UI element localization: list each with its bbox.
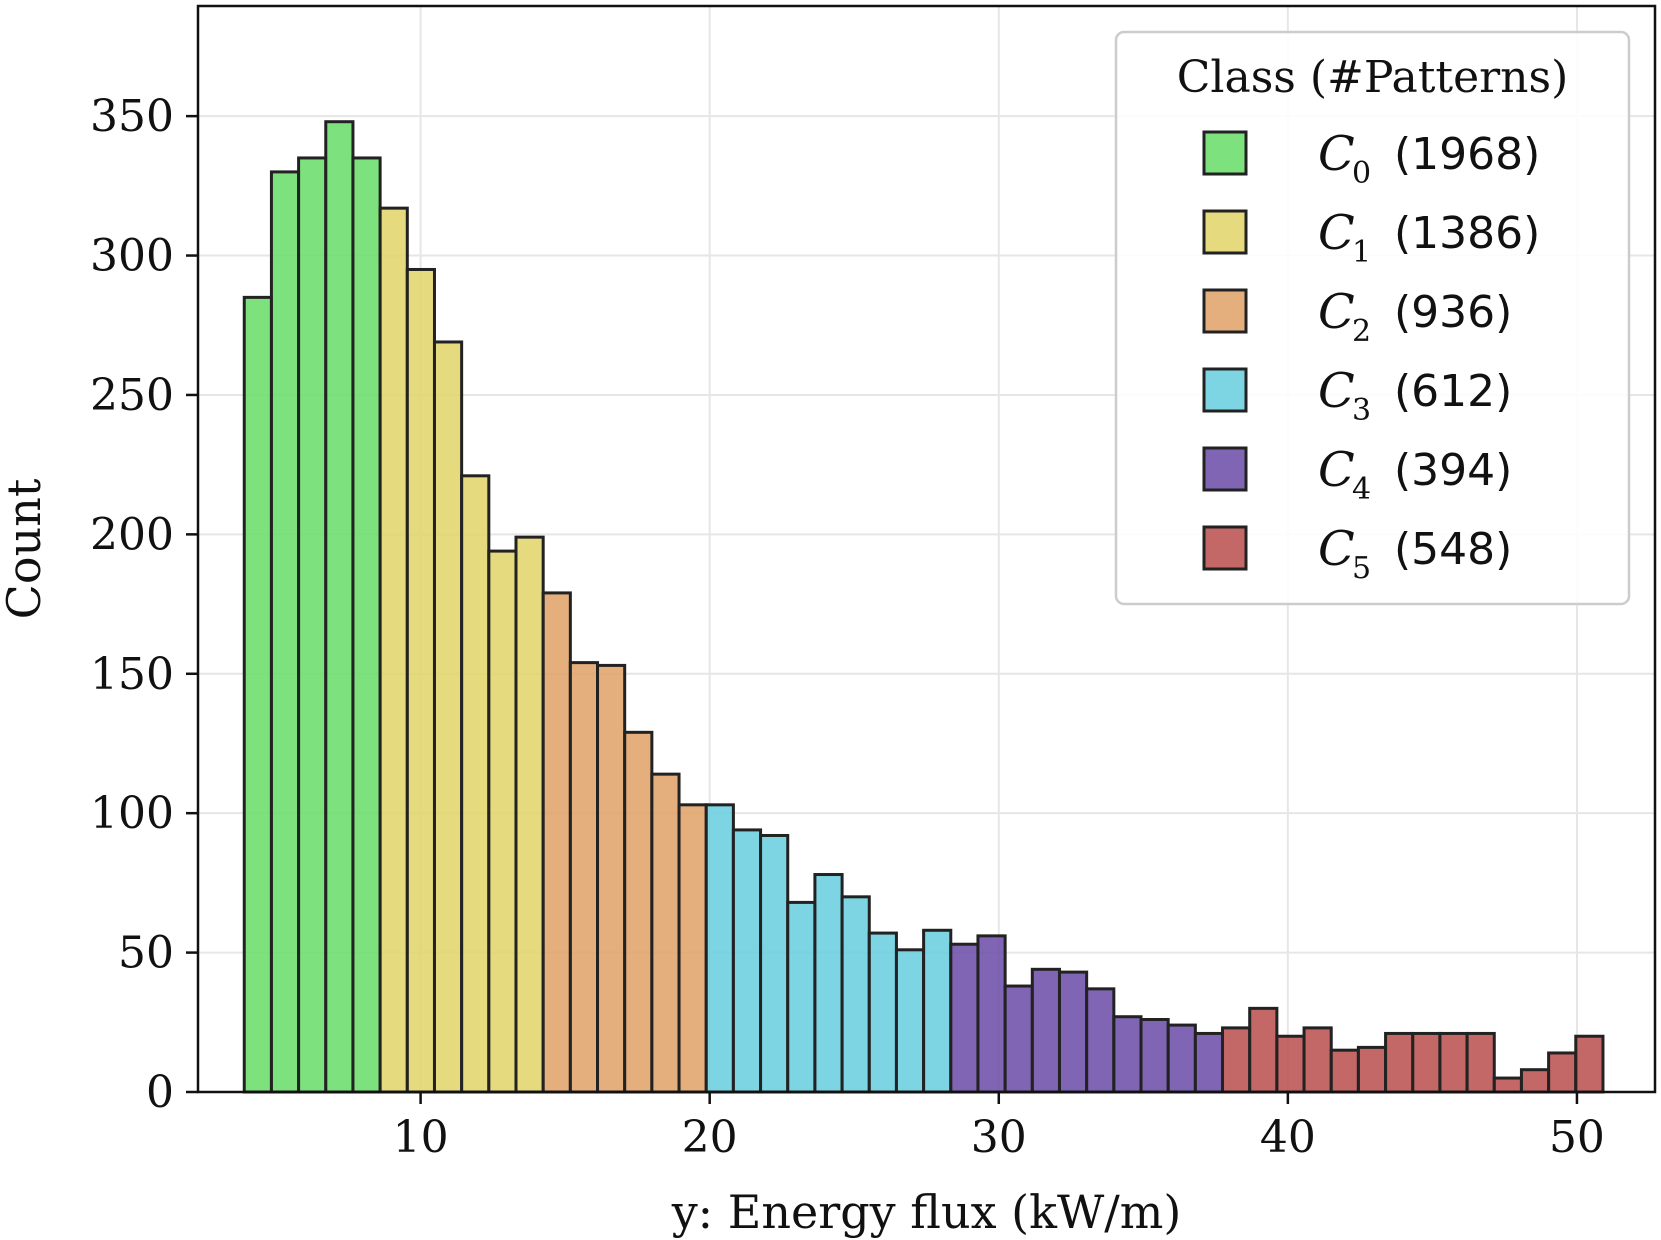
histogram-bar bbox=[351, 156, 382, 1094]
histogram-bar bbox=[1003, 984, 1034, 1094]
y-tick-label: 200 bbox=[90, 509, 174, 560]
histogram-bar bbox=[949, 942, 980, 1094]
histogram-bar bbox=[297, 156, 328, 1094]
histogram-bar bbox=[623, 730, 654, 1094]
histogram-bar bbox=[759, 833, 790, 1094]
plot-frame bbox=[196, 4, 1657, 1094]
legend-class-subscript: 5 bbox=[1352, 551, 1371, 586]
legend-class-count: (548) bbox=[1394, 524, 1512, 575]
histogram-bar bbox=[378, 206, 409, 1094]
histogram-bar bbox=[541, 591, 572, 1094]
bars-layer bbox=[242, 120, 1605, 1094]
histogram-bar bbox=[568, 661, 600, 1094]
histogram-bar bbox=[704, 803, 735, 1094]
histogram-bar bbox=[1057, 970, 1089, 1094]
histogram-bar bbox=[1139, 1018, 1170, 1094]
legend-class-subscript: 0 bbox=[1352, 156, 1371, 191]
histogram-bar bbox=[1465, 1031, 1496, 1094]
histogram-bar bbox=[1547, 1051, 1578, 1094]
histogram-bar bbox=[1574, 1034, 1605, 1094]
legend-class-subscript: 1 bbox=[1352, 235, 1371, 270]
y-tick-label: 150 bbox=[90, 649, 174, 700]
y-tick-label: 100 bbox=[90, 788, 174, 839]
histogram-bar bbox=[1221, 1026, 1252, 1094]
y-axis-title: Count bbox=[0, 478, 51, 619]
y-tick-label: 250 bbox=[90, 370, 174, 421]
x-axis-title: y: Energy flux (kW/m) bbox=[671, 1185, 1182, 1239]
histogram-bar bbox=[1166, 1023, 1197, 1094]
histogram-bar bbox=[432, 340, 464, 1094]
legend-title: Class (#Patterns) bbox=[1177, 52, 1569, 103]
histogram-bar bbox=[1112, 1015, 1143, 1094]
legend: Class (#Patterns)C0 (1968)C1 (1386)C2 (936)… bbox=[1114, 30, 1631, 606]
histogram-bar bbox=[1438, 1031, 1469, 1094]
legend-class-subscript: 2 bbox=[1352, 314, 1371, 349]
histogram-bar bbox=[731, 828, 763, 1094]
y-tick-label: 50 bbox=[118, 928, 174, 979]
histogram-bar bbox=[242, 295, 273, 1094]
y-tick-label: 350 bbox=[90, 91, 174, 142]
histogram-bar bbox=[894, 948, 926, 1094]
histogram-bar bbox=[1275, 1034, 1306, 1094]
legend-box bbox=[1114, 30, 1631, 606]
histogram-bar bbox=[786, 900, 817, 1094]
histogram-bar bbox=[650, 772, 681, 1094]
legend-swatch bbox=[1202, 209, 1248, 255]
histogram-bar bbox=[269, 170, 301, 1094]
y-tick-label: 0 bbox=[146, 1067, 174, 1118]
legend-class-subscript: 4 bbox=[1352, 472, 1371, 507]
histogram-bar bbox=[487, 549, 518, 1094]
x-tick-label: 20 bbox=[682, 1112, 738, 1163]
histogram-bar bbox=[1248, 1006, 1279, 1094]
histogram-bar bbox=[813, 873, 844, 1094]
histogram-bar bbox=[514, 535, 545, 1094]
histogram-bar bbox=[1492, 1076, 1523, 1094]
histogram-bar bbox=[976, 934, 1007, 1094]
histogram-bar bbox=[1384, 1031, 1415, 1094]
histogram-bar bbox=[460, 474, 491, 1094]
histogram-bar bbox=[1411, 1031, 1442, 1094]
histogram-bar bbox=[1329, 1048, 1360, 1094]
histogram-bar bbox=[405, 267, 436, 1094]
legend-class-count: (936) bbox=[1394, 287, 1512, 338]
legend-class-symbol: C bbox=[1318, 126, 1355, 182]
x-tick-label: 30 bbox=[971, 1112, 1027, 1163]
legend-class-symbol: C bbox=[1318, 521, 1355, 577]
histogram-bar bbox=[1519, 1068, 1551, 1094]
legend-class-count: (1968) bbox=[1394, 129, 1540, 180]
legend-swatch bbox=[1202, 130, 1248, 176]
histogram-bar bbox=[596, 663, 627, 1094]
legend-class-symbol: C bbox=[1318, 205, 1355, 261]
y-tick-label: 300 bbox=[90, 231, 174, 282]
histogram-bar bbox=[1356, 1045, 1388, 1094]
histogram-bar bbox=[1302, 1026, 1333, 1094]
x-tick-label: 10 bbox=[393, 1112, 449, 1163]
legend-swatch bbox=[1202, 288, 1248, 334]
legend-swatch bbox=[1202, 525, 1248, 571]
legend-class-count: (1386) bbox=[1394, 208, 1540, 259]
histogram-bar bbox=[677, 803, 708, 1094]
histogram-bar bbox=[1085, 987, 1116, 1094]
legend-class-count: (394) bbox=[1394, 445, 1512, 496]
legend-swatch bbox=[1202, 367, 1248, 413]
x-tick-label: 50 bbox=[1549, 1112, 1605, 1163]
legend-class-symbol: C bbox=[1318, 284, 1355, 340]
legend-swatch bbox=[1202, 446, 1248, 492]
histogram-bar bbox=[840, 895, 871, 1094]
histogram-bar bbox=[922, 928, 953, 1094]
legend-class-symbol: C bbox=[1318, 363, 1355, 419]
legend-class-symbol: C bbox=[1318, 442, 1355, 498]
histogram-bar bbox=[1193, 1031, 1225, 1094]
legend-class-subscript: 3 bbox=[1352, 393, 1371, 428]
histogram-bar bbox=[324, 120, 355, 1094]
histogram-bar bbox=[1030, 967, 1061, 1094]
x-tick-label: 40 bbox=[1260, 1112, 1316, 1163]
histogram-bar bbox=[867, 931, 898, 1094]
legend-class-count: (612) bbox=[1394, 366, 1512, 417]
